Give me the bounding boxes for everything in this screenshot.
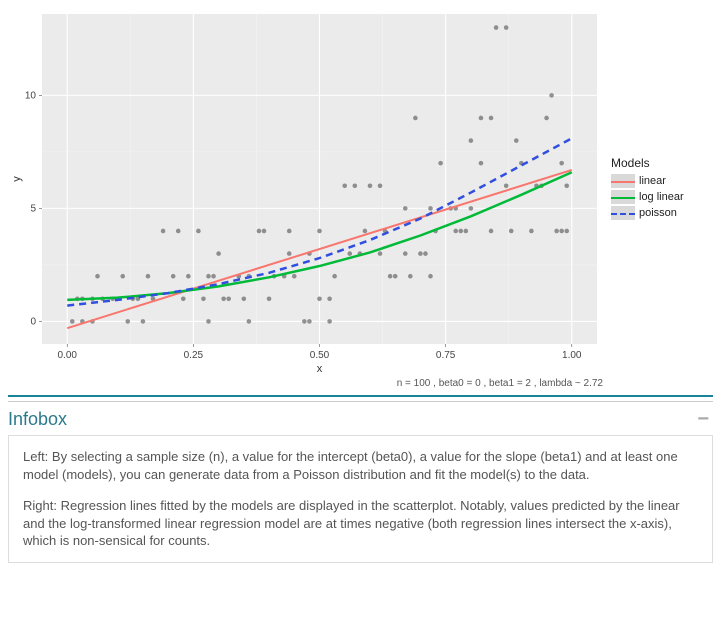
- collapse-icon[interactable]: −: [697, 408, 709, 431]
- svg-text:5: 5: [30, 203, 36, 214]
- infobox: Infobox − Left: By selecting a sample si…: [8, 401, 713, 563]
- legend-item-linear: linear: [611, 174, 684, 188]
- legend-label: log linear: [639, 191, 684, 203]
- svg-text:0.25: 0.25: [184, 350, 204, 361]
- svg-text:10: 10: [25, 90, 37, 101]
- infobox-paragraph: Right: Regression lines fitted by the mo…: [23, 497, 698, 550]
- legend-swatch-icon: [611, 174, 635, 188]
- svg-text:x: x: [317, 363, 323, 375]
- infobox-paragraph: Left: By selecting a sample size (n), a …: [23, 448, 698, 483]
- plot-area: 0.00 0.25 0.50 0.75 1.00 0 5 10 x y: [8, 6, 603, 376]
- svg-text:0.00: 0.00: [57, 350, 77, 361]
- svg-text:0.50: 0.50: [310, 350, 330, 361]
- svg-text:0: 0: [30, 316, 36, 327]
- legend-item-poisson: poisson: [611, 206, 684, 220]
- infobox-title: Infobox: [8, 409, 67, 430]
- scatter-plot: 0.00 0.25 0.50 0.75 1.00 0 5 10 x y: [8, 6, 603, 376]
- chart-caption: n = 100 , beta0 = 0 , beta1 = 2 , lambda…: [8, 378, 713, 389]
- legend-swatch-icon: [611, 190, 635, 204]
- svg-text:0.75: 0.75: [436, 350, 456, 361]
- chart-container: 0.00 0.25 0.50 0.75 1.00 0 5 10 x y Models linear…: [0, 0, 721, 389]
- legend-label: linear: [639, 175, 666, 187]
- legend: Models linear log linear poisson: [611, 156, 684, 222]
- legend-item-loglinear: log linear: [611, 190, 684, 204]
- legend-label: poisson: [639, 207, 677, 219]
- svg-text:y: y: [11, 176, 23, 182]
- svg-text:1.00: 1.00: [562, 350, 582, 361]
- legend-title: Models: [611, 156, 684, 170]
- section-divider: [8, 395, 713, 397]
- infobox-body: Left: By selecting a sample size (n), a …: [8, 435, 713, 563]
- legend-swatch-icon: [611, 206, 635, 220]
